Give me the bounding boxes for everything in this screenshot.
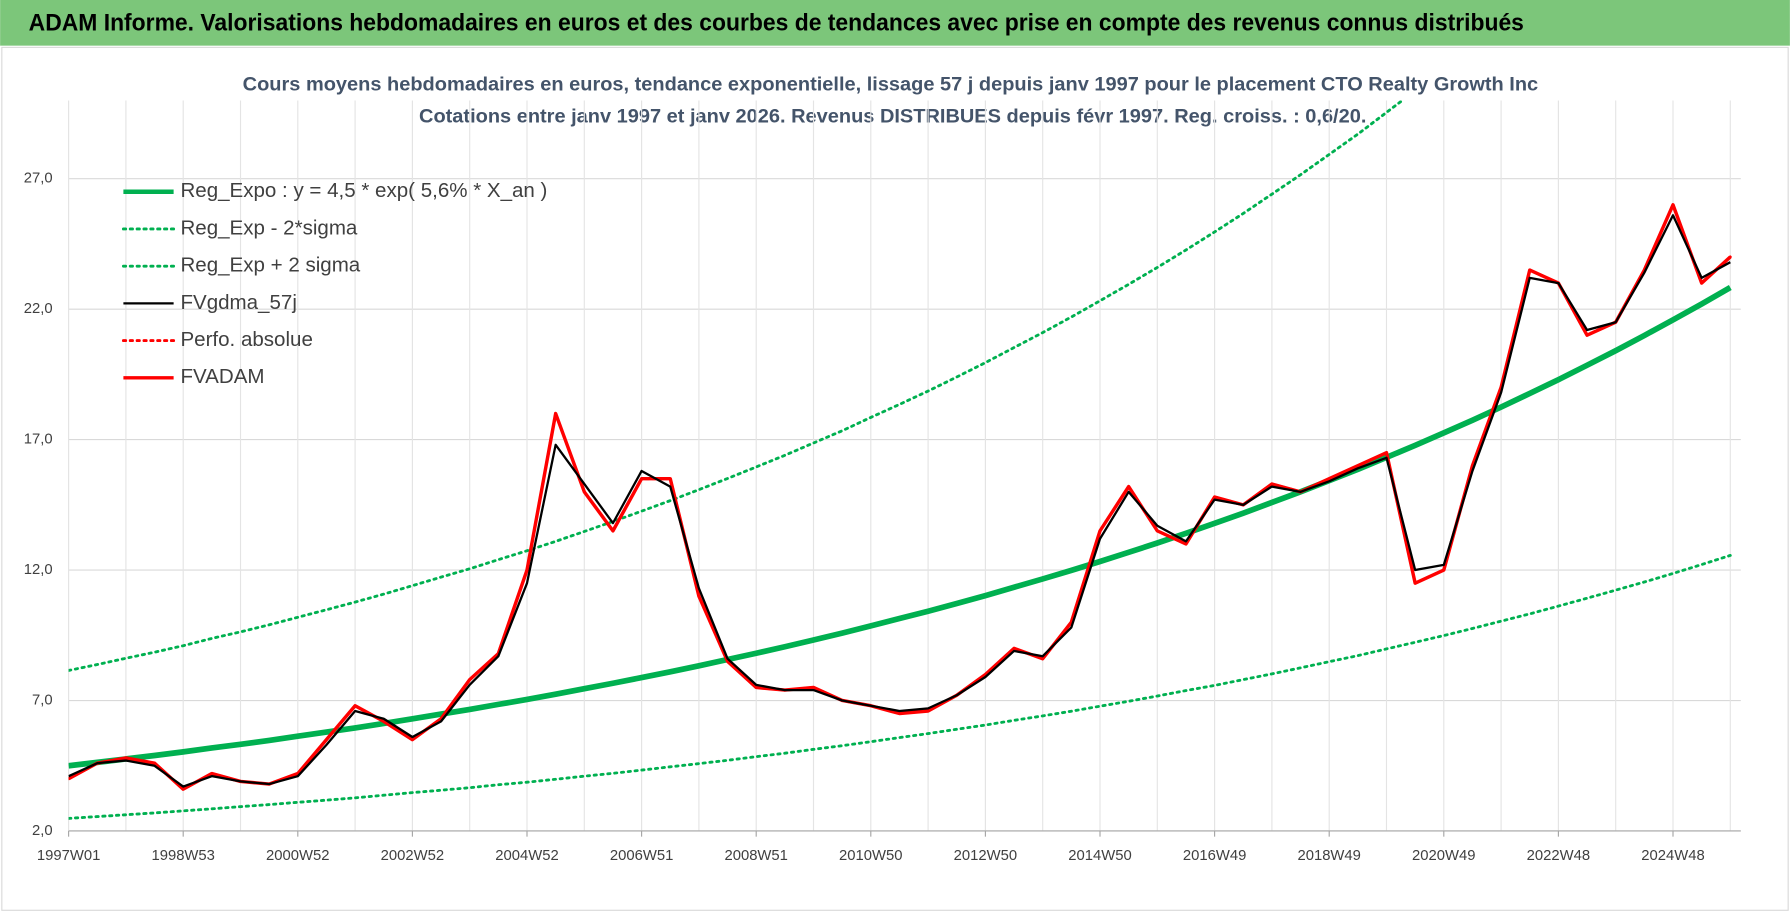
- header-title: ADAM Informe. Valorisations hebdomadaire…: [29, 9, 1524, 36]
- x-tick-label: 2018W49: [1297, 848, 1360, 864]
- chart-frame: [1, 46, 1789, 911]
- x-tick-label: 1998W53: [151, 848, 214, 864]
- x-tick-label: 2022W48: [1527, 848, 1590, 864]
- plot-area: [68, 100, 1732, 820]
- chart-title: Cours moyens hebdomadaires en euros, ten…: [243, 74, 1539, 96]
- legend-label: FVgdma_57j: [180, 291, 296, 314]
- x-tick-label: 2014W50: [1068, 848, 1131, 864]
- x-tick-label: 1997W01: [37, 848, 100, 864]
- legend-label: FVADAM: [180, 365, 264, 388]
- legend-label: Reg_Exp - 2*sigma: [180, 216, 357, 239]
- legend-label: Perfo. absolue: [180, 328, 312, 351]
- x-tick-label: 2010W50: [839, 848, 902, 864]
- x-tick-label: 2002W52: [381, 848, 444, 864]
- y-tick-label: 12,0: [24, 562, 53, 578]
- x-tick-label: 2008W51: [724, 848, 787, 864]
- series-line: [68, 553, 1732, 820]
- y-tick-label: 27,0: [24, 171, 53, 187]
- legend-label: Reg_Exp + 2 sigma: [180, 254, 360, 277]
- y-tick-label: 2,0: [32, 823, 53, 839]
- axes: 2,0 7,0 12,0 17,0 22,0 27,0 1997W01 1998W53 2000…: [24, 171, 1741, 864]
- chart-subtitle: Cotations entre janv 1997 et janv 2026. …: [419, 106, 1366, 128]
- y-tick-label: 17,0: [24, 432, 53, 448]
- x-tick-label: 2000W52: [266, 848, 329, 864]
- x-tick-label: 2016W49: [1183, 848, 1246, 864]
- series-line: [68, 214, 1731, 788]
- x-tick-label: 2024W48: [1641, 848, 1704, 864]
- series-line: [68, 285, 1732, 769]
- legend: Reg_Expo : y = 4,5 * exp( 5,6% * X_an ) R…: [121, 179, 547, 388]
- x-tick-label: 2004W52: [495, 848, 558, 864]
- x-tick-label: 2020W49: [1412, 848, 1475, 864]
- y-tick-label: 7,0: [32, 692, 53, 708]
- x-tick-label: 2006W51: [610, 848, 673, 864]
- legend-label: Reg_Expo : y = 4,5 * exp( 5,6% * X_an ): [180, 179, 547, 202]
- y-tick-label: 22,0: [24, 301, 53, 317]
- header-bar: [0, 0, 1790, 46]
- x-tick-label: 2012W50: [954, 848, 1017, 864]
